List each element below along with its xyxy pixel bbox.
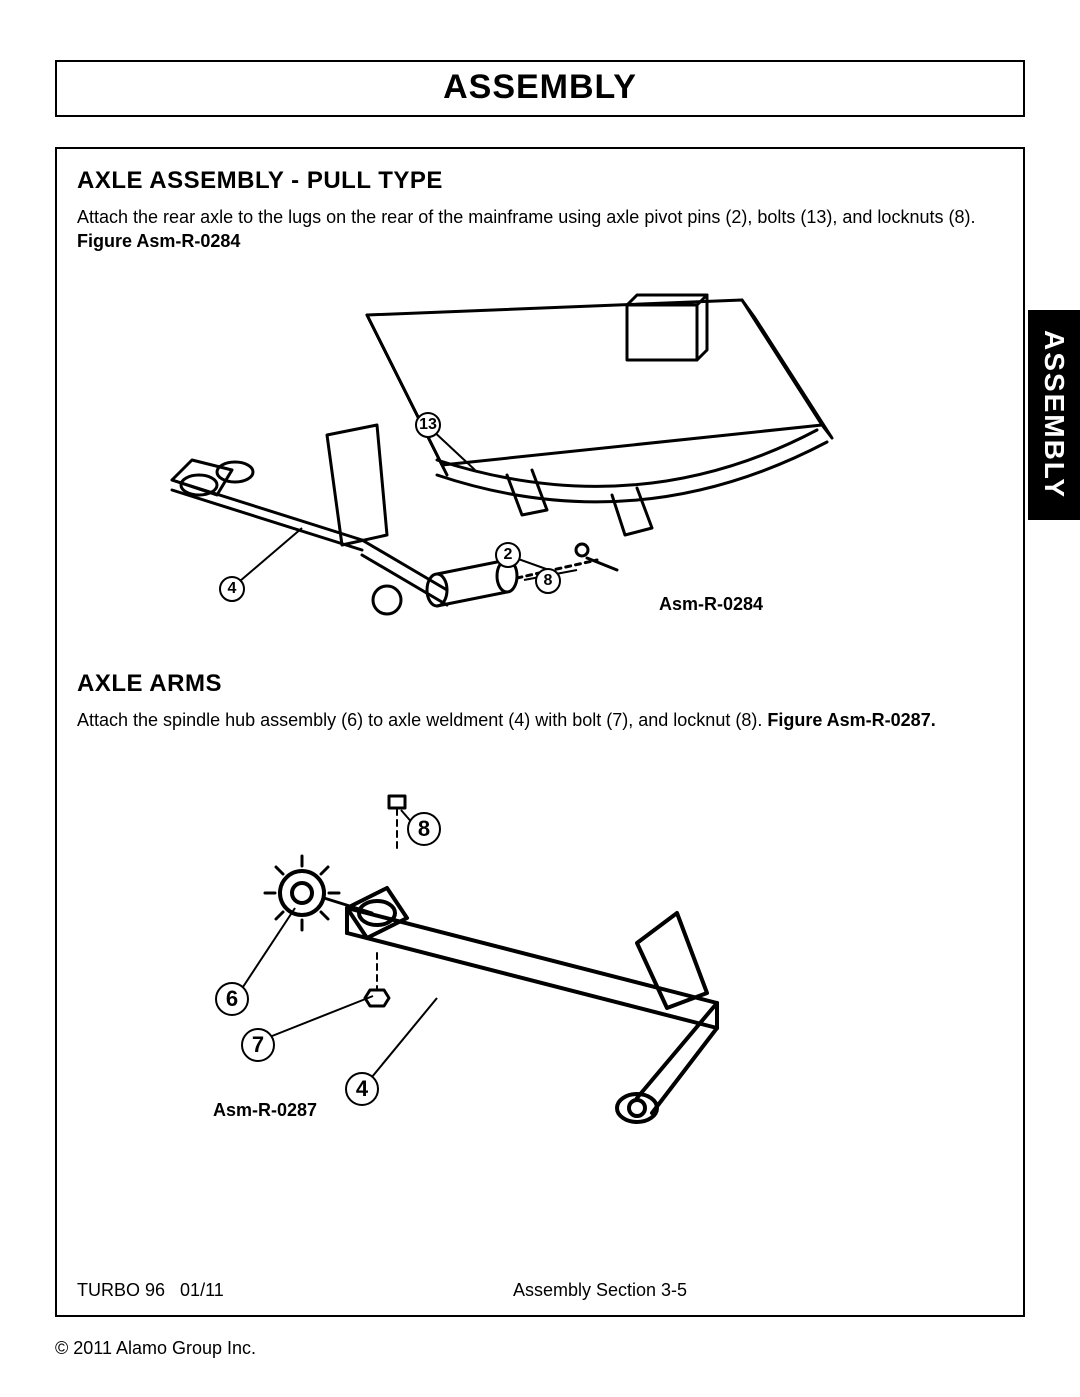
- figure-1: 4 13 2 8 Asm-R-0284: [77, 260, 1003, 660]
- section1-text-body: Attach the rear axle to the lugs on the …: [77, 207, 975, 227]
- fig1-label: Asm-R-0284: [659, 594, 763, 615]
- section2-figure-ref: Figure Asm-R-0287.: [767, 710, 935, 730]
- page: ASSEMBLY AXLE ASSEMBLY - PULL TYPE Attac…: [55, 60, 1025, 1320]
- fig2-callout-4: 4: [345, 1072, 379, 1106]
- figure-1-svg: [77, 260, 997, 660]
- content-box: AXLE ASSEMBLY - PULL TYPE Attach the rea…: [55, 147, 1025, 1317]
- fig1-callout-13: 13: [415, 412, 441, 438]
- section1-figure-ref: Figure Asm-R-0284: [77, 231, 240, 251]
- section2-text-body: Attach the spindle hub assembly (6) to a…: [77, 710, 767, 730]
- footer-left: TURBO 96 01/11: [77, 1280, 357, 1301]
- copyright: © 2011 Alamo Group Inc.: [55, 1338, 256, 1359]
- fig1-callout-4: 4: [219, 576, 245, 602]
- fig2-callout-6: 6: [215, 982, 249, 1016]
- footer-section: Assembly Section 3-5: [357, 1280, 1003, 1301]
- fig1-callout-2: 2: [495, 542, 521, 568]
- section1-text: Attach the rear axle to the lugs on the …: [77, 205, 1003, 254]
- section2-heading: AXLE ARMS: [77, 670, 1003, 698]
- fig2-label: Asm-R-0287: [213, 1100, 317, 1121]
- section2-text: Attach the spindle hub assembly (6) to a…: [77, 708, 1003, 732]
- fig2-callout-7: 7: [241, 1028, 275, 1062]
- side-tab-assembly: ASSEMBLY: [1028, 310, 1080, 520]
- footer-date: 01/11: [180, 1280, 224, 1300]
- footer: TURBO 96 01/11 Assembly Section 3-5: [77, 1280, 1003, 1301]
- fig2-callout-8: 8: [407, 812, 441, 846]
- figure-2-svg: [77, 738, 997, 1158]
- footer-model: TURBO 96: [77, 1280, 165, 1300]
- page-title: ASSEMBLY: [55, 60, 1025, 117]
- section1-heading: AXLE ASSEMBLY - PULL TYPE: [77, 167, 1003, 195]
- figure-2: 8 6 7 4 Asm-R-0287: [77, 738, 1003, 1158]
- fig1-callout-8: 8: [535, 568, 561, 594]
